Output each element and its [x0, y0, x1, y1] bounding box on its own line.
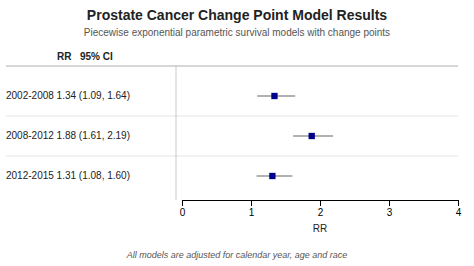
tick-label: 0: [180, 207, 186, 218]
row-label: 2002-2008 1.34 (1.09, 1.64): [6, 90, 130, 101]
tick-mark: [320, 200, 321, 206]
footer: All models are adjusted for calendar yea…: [126, 250, 348, 260]
point-estimate: [271, 93, 277, 99]
tick-mark: [251, 200, 252, 206]
divider: [176, 66, 177, 200]
tick-mark: [458, 200, 459, 206]
axis-line: [183, 201, 459, 207]
x-axis: 0 1 2 3 4: [180, 200, 462, 218]
row-label: 2012-2015 1.31 (1.08, 1.60): [6, 170, 130, 181]
subtitle: Piecewise exponential parametric surviva…: [84, 27, 390, 38]
row: 2002-2008 1.34 (1.09, 1.64): [6, 90, 182, 101]
tick-label: 4: [456, 207, 462, 218]
tick: 3: [387, 200, 393, 218]
x-axis-title: RR: [313, 223, 327, 234]
y-axis: 2002-2008 1.34 (1.09, 1.64) 2008-2012 1.8…: [6, 90, 182, 181]
header-rule: [6, 66, 458, 67]
row-separator: [6, 116, 458, 117]
chart: Prostate Cancer Change Point Model Resul…: [0, 0, 474, 266]
row-label: 2008-2012 1.88 (1.61, 2.19): [6, 130, 130, 141]
column-header: 95% CI: [80, 51, 113, 62]
plot: 0 1 2 3 4 RR 2002-2008 1.34 (1.09, 1.64) 2008-2…: [6, 66, 462, 234]
row: 2008-2012 1.88 (1.61, 2.19): [6, 130, 182, 141]
tick-mark: [389, 200, 390, 206]
marks: [257, 93, 334, 179]
tick-label: 2: [318, 207, 324, 218]
tick-label: 3: [387, 207, 393, 218]
tick: 4: [456, 200, 462, 218]
row: 2012-2015 1.31 (1.08, 1.60): [6, 170, 182, 181]
tick-mark: [182, 200, 183, 206]
point-estimate: [309, 133, 315, 139]
column-header: RR: [57, 51, 72, 62]
tick: 0: [180, 200, 186, 218]
title: Prostate Cancer Change Point Model Resul…: [87, 7, 387, 23]
tick-label: 1: [249, 207, 255, 218]
row-separator: [6, 156, 458, 157]
tick: 1: [249, 200, 255, 218]
tick: 2: [318, 200, 324, 218]
point-estimate: [269, 173, 275, 179]
